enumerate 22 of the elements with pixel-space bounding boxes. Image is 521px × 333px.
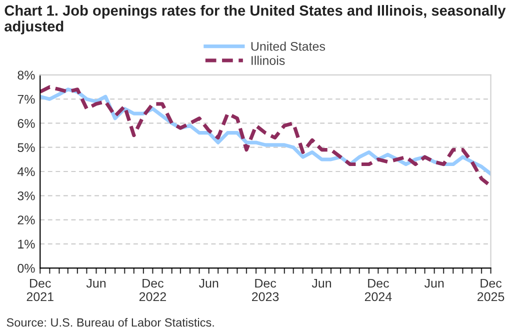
x-tick-label: Jun <box>86 278 106 288</box>
y-tick-label: 4% <box>17 167 35 176</box>
source-note: Source: U.S. Bureau of Labor Statistics. <box>6 318 214 327</box>
y-tick-label: 1% <box>18 240 35 249</box>
x-tick-label: Dec 2022 <box>139 278 166 302</box>
y-tick-label: 2% <box>18 216 35 224</box>
y-tick-label: 7% <box>18 94 35 104</box>
y-tick-label: 5% <box>18 143 35 152</box>
x-tick-label: Dec 2023 <box>252 278 279 302</box>
y-tick-label: 8% <box>18 70 35 80</box>
x-tick-label: Dec 2025 <box>478 278 504 302</box>
x-tick-label: Dec 2024 <box>364 278 392 302</box>
x-tick-label: Jun <box>312 278 332 288</box>
y-tick-label: 3% <box>18 191 35 200</box>
x-tick-label: Jun <box>424 278 444 288</box>
chart-title: Chart 1. Job openings rates for the United States and Illinois, seasonally adjusted <box>4 4 506 34</box>
x-tick-label: Dec 2021 <box>26 278 54 302</box>
legend-label: Illinois <box>252 56 285 65</box>
y-tick-label: 0% <box>18 264 35 273</box>
y-tick-label: 6% <box>18 119 35 128</box>
x-tick-label: Jun <box>198 278 218 288</box>
legend-label: United States <box>251 42 326 51</box>
